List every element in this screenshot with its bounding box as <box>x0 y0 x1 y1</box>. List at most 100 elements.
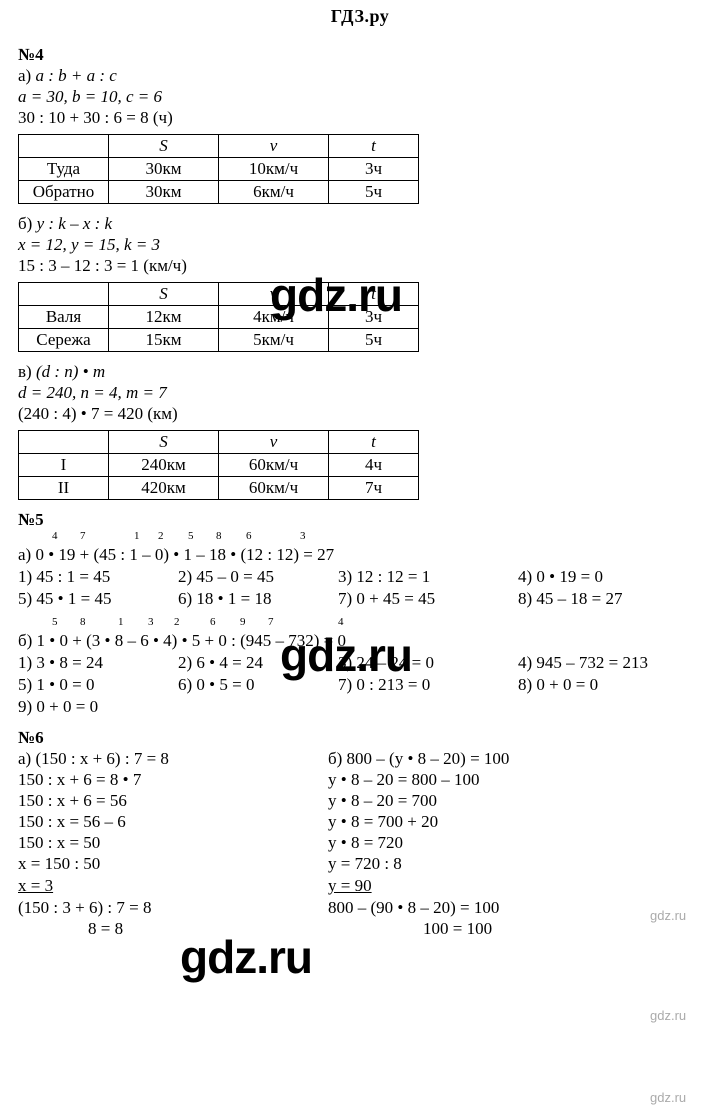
table-header-cell: S <box>109 431 219 454</box>
order-sup: 9 <box>240 616 246 628</box>
table-header-cell: v <box>219 135 329 158</box>
p6-line: 150 : x = 50 <box>18 833 328 853</box>
table-header-cell <box>19 431 109 454</box>
order-sup: 8 <box>216 530 222 542</box>
order-sup: 2 <box>158 530 164 542</box>
watermark-2: gdz.ru <box>280 628 412 682</box>
p6-check: 800 – (90 • 8 – 20) = 100 <box>328 898 668 918</box>
calc-step <box>178 697 338 717</box>
table-cell: Туда <box>19 158 109 181</box>
p4b-expr: б) y : k – x : k <box>18 214 702 234</box>
p4c-table: Svt I240км60км/ч4ч II420км60км/ч7ч <box>18 430 419 500</box>
p6-answer: x = 3 <box>18 876 53 896</box>
watermark-small-1: gdz.ru <box>650 908 686 923</box>
calc-step: 5) 45 • 1 = 45 <box>18 589 178 609</box>
p4c-vals: d = 240, n = 4, m = 7 <box>18 383 702 403</box>
table-cell: 60км/ч <box>219 477 329 500</box>
table-cell: 10км/ч <box>219 158 329 181</box>
order-sup: 7 <box>268 616 274 628</box>
table-header-cell: S <box>109 283 219 306</box>
order-sup: 4 <box>52 530 58 542</box>
table-cell: 6км/ч <box>219 181 329 204</box>
watermark-1: gdz.ru <box>270 268 402 322</box>
calc-step: 8) 45 – 18 = 27 <box>518 589 698 609</box>
p6-left: а) (150 : x + 6) : 7 = 8150 : x + 6 = 8 … <box>18 748 328 940</box>
watermark-small-2: gdz.ru <box>650 1008 686 1023</box>
order-sup: 4 <box>338 616 344 628</box>
p4c-calc: (240 : 4) • 7 = 420 (км) <box>18 404 702 424</box>
table-cell: 7ч <box>329 477 419 500</box>
p6-row: а) (150 : x + 6) : 7 = 8150 : x + 6 = 8 … <box>18 748 702 940</box>
order-sup: 3 <box>148 616 154 628</box>
p6-line: а) (150 : x + 6) : 7 = 8 <box>18 749 328 769</box>
calc-step: 1) 3 • 8 = 24 <box>18 653 178 673</box>
calc-step: 2) 45 – 0 = 45 <box>178 567 338 587</box>
p4c-expr: в) (d : n) • m <box>18 362 702 382</box>
table-cell: 30км <box>109 181 219 204</box>
p6-line: y • 8 = 700 + 20 <box>328 812 668 832</box>
table-header-cell <box>19 135 109 158</box>
table-cell: Обратно <box>19 181 109 204</box>
calc-step <box>338 697 518 717</box>
table-cell: 240км <box>109 454 219 477</box>
p6-line: y = 720 : 8 <box>328 854 668 874</box>
order-sup: 1 <box>134 530 140 542</box>
table-cell: 4ч <box>329 454 419 477</box>
p6-check: (150 : 3 + 6) : 7 = 8 <box>18 898 328 918</box>
p5a-main: а) 0 • 19 + (45 : 1 – 0) • 1 – 18 • (12 … <box>18 545 702 565</box>
p6-line: y • 8 – 20 = 700 <box>328 791 668 811</box>
p4a-vals: a = 30, b = 10, c = 6 <box>18 87 702 107</box>
table-cell: Валя <box>19 306 109 329</box>
p6-line: 150 : x = 56 – 6 <box>18 812 328 832</box>
problem-4-title: №4 <box>18 45 702 65</box>
order-sup: 6 <box>210 616 216 628</box>
calc-step: 1) 45 : 1 = 45 <box>18 567 178 587</box>
p4a-expr: а) a : b + a : c <box>18 66 702 86</box>
table-cell: I <box>19 454 109 477</box>
p4a-calc: 30 : 10 + 30 : 6 = 8 (ч) <box>18 108 702 128</box>
order-sup: 6 <box>246 530 252 542</box>
p6-line: 150 : x + 6 = 8 • 7 <box>18 770 328 790</box>
calc-step: 5) 1 • 0 = 0 <box>18 675 178 695</box>
order-sup: 3 <box>300 530 306 542</box>
table-cell: II <box>19 477 109 500</box>
table-cell: Сережа <box>19 329 109 352</box>
calc-step: 7) 0 + 45 = 45 <box>338 589 518 609</box>
order-sup: 8 <box>80 616 86 628</box>
table-cell: 15км <box>109 329 219 352</box>
watermark-small-3: gdz.ru <box>650 1090 686 1105</box>
table-header-cell: S <box>109 135 219 158</box>
table-header-cell: t <box>329 431 419 454</box>
p6-check: 100 = 100 <box>328 919 668 939</box>
problem-6-title: №6 <box>18 728 702 748</box>
p6-line: y • 8 – 20 = 800 – 100 <box>328 770 668 790</box>
p6-line: 150 : x + 6 = 56 <box>18 791 328 811</box>
table-header-cell: v <box>219 431 329 454</box>
table-header-cell <box>19 283 109 306</box>
p6-right: б) 800 – (y • 8 – 20) = 100y • 8 – 20 = … <box>328 748 668 940</box>
table-cell: 5ч <box>329 329 419 352</box>
problem-5-title: №5 <box>18 510 702 530</box>
p6-line: y • 8 = 720 <box>328 833 668 853</box>
calc-step: 9) 0 + 0 = 0 <box>18 697 178 717</box>
table-cell: 60км/ч <box>219 454 329 477</box>
table-cell: 3ч <box>329 158 419 181</box>
watermark-3: gdz.ru <box>180 930 312 984</box>
calc-step: 3) 12 : 12 = 1 <box>338 567 518 587</box>
calc-step: 6) 18 • 1 = 18 <box>178 589 338 609</box>
table-header-cell: t <box>329 135 419 158</box>
table-cell: 30км <box>109 158 219 181</box>
table-cell: 420км <box>109 477 219 500</box>
p6-answer: y = 90 <box>328 876 372 896</box>
page-header: ГДЗ.ру <box>0 0 720 37</box>
p5a-steps: 1) 45 : 1 = 452) 45 – 0 = 453) 12 : 12 =… <box>18 566 702 610</box>
order-sup: 1 <box>118 616 124 628</box>
p4a-table: SvtТуда30км10км/ч3чОбратно30км6км/ч5ч <box>18 134 419 204</box>
order-sup: 5 <box>188 530 194 542</box>
calc-step: 4) 945 – 732 = 213 <box>518 653 698 673</box>
order-sup: 2 <box>174 616 180 628</box>
p6-line: x = 150 : 50 <box>18 854 328 874</box>
calc-step <box>518 697 698 717</box>
p5a-sups: 47125863 <box>18 530 702 544</box>
calc-step: 4) 0 • 19 = 0 <box>518 567 698 587</box>
